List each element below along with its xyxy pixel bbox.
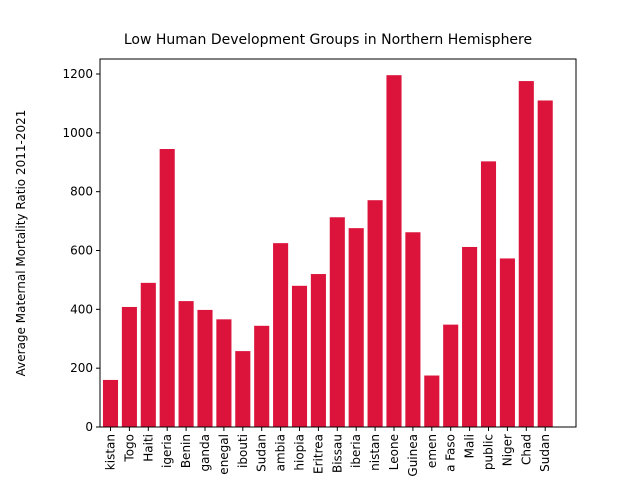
- bar: [405, 232, 421, 427]
- x-tick-label: Eritrea: [311, 434, 325, 474]
- x-tick-label: Benin: [179, 434, 193, 468]
- x-tick-label: Chad: [519, 434, 533, 465]
- bar: [216, 319, 232, 427]
- y-tick-label: 400: [70, 302, 93, 316]
- x-tick-label: ibouti: [236, 434, 250, 468]
- bar: [121, 306, 137, 427]
- x-tick-label: Togo: [122, 434, 136, 463]
- bar: [537, 100, 553, 427]
- x-tick-label: Bissau: [330, 434, 344, 473]
- x-tick-label: Sudan: [538, 434, 552, 472]
- bar: [348, 228, 364, 427]
- x-tick-label: a Faso: [444, 434, 458, 472]
- bar: [102, 379, 119, 427]
- x-tick-label: kistan: [104, 434, 118, 470]
- y-tick-label: 600: [70, 244, 93, 258]
- x-tick-label: enegal: [217, 434, 231, 475]
- bar: [291, 285, 308, 427]
- y-tick-label: 1000: [62, 126, 93, 140]
- bar: [178, 301, 194, 427]
- x-tick-label: igeria: [160, 434, 174, 468]
- x-tick-label: Mali: [463, 434, 477, 458]
- bar: [462, 246, 478, 427]
- x-tick-label: ambia: [274, 434, 288, 471]
- x-tick-label: Sudan: [255, 434, 269, 472]
- x-tick-label: Haiti: [141, 434, 155, 462]
- bar: [235, 351, 251, 427]
- bar: [386, 75, 402, 428]
- x-tick-label: ganda: [198, 434, 212, 472]
- y-tick-label: 200: [70, 361, 93, 375]
- x-tick-label: Leone: [387, 434, 401, 470]
- bar: [443, 324, 459, 427]
- x-tick-label: Niger: [500, 434, 514, 466]
- y-tick-label: 1200: [62, 67, 93, 81]
- bar: [140, 282, 156, 427]
- x-tick-label: iberia: [349, 434, 363, 468]
- bar: [254, 325, 270, 427]
- plot-frame: [99, 58, 577, 428]
- bar: [310, 274, 326, 427]
- bar: [480, 161, 497, 427]
- y-tick-label: 0: [85, 420, 93, 434]
- x-tick-label: Guinea: [406, 434, 420, 477]
- bar: [159, 149, 175, 427]
- y-tick-label: 800: [70, 185, 93, 199]
- x-tick-label: emen: [425, 434, 439, 468]
- bar: [424, 375, 440, 427]
- bar: [518, 81, 534, 427]
- x-tick-label: hiopia: [293, 434, 307, 471]
- bar: [499, 258, 515, 427]
- bar: [273, 243, 289, 427]
- x-tick-label: public: [482, 434, 496, 470]
- chart-title: Low Human Development Groups in Northern…: [124, 32, 532, 48]
- bar: [329, 217, 345, 427]
- x-tick-label: nistan: [368, 434, 382, 471]
- bar: [367, 200, 383, 427]
- y-axis-label: Average Maternal Mortality Ratio 2011-20…: [14, 110, 28, 377]
- bar: [197, 309, 213, 427]
